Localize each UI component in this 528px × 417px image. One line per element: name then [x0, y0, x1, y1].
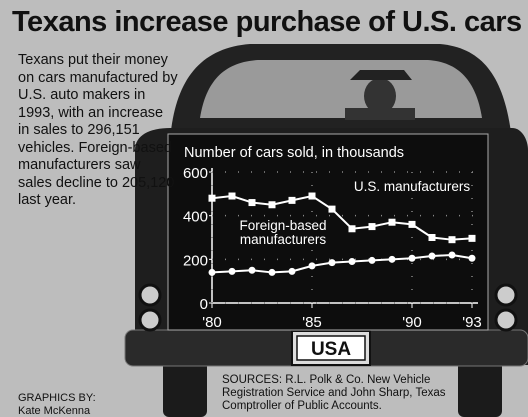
data-point [309, 262, 316, 269]
credit-label: GRAPHICS BY: [18, 392, 96, 405]
tail-light [496, 285, 516, 305]
infographic: USA Number of cars sold, in thousands 0 2… [0, 0, 528, 417]
data-point [369, 223, 376, 230]
credit: GRAPHICS BY: Kate McKenna [18, 392, 96, 417]
driver [345, 108, 415, 120]
data-point [229, 268, 236, 275]
data-point [249, 199, 256, 206]
data-point [389, 256, 396, 263]
y-tick-label: 0 [200, 296, 208, 313]
x-tick-label: '93 [462, 314, 482, 331]
x-tick-label: '90 [402, 314, 422, 331]
rear-window [200, 60, 482, 118]
data-point [229, 193, 236, 200]
data-point [429, 234, 436, 241]
sources: SOURCES: R.L. Polk & Co. New Vehicle Reg… [222, 374, 472, 413]
data-point [409, 255, 416, 262]
data-point [349, 258, 356, 265]
driver-hat [350, 70, 412, 80]
headline: Texans increase purchase of U.S. cars [12, 6, 522, 39]
data-point [249, 267, 256, 274]
plate-text: USA [311, 339, 351, 360]
data-point [349, 225, 356, 232]
data-point [389, 219, 396, 226]
tail-light [140, 310, 160, 330]
data-point [369, 257, 376, 264]
series-label: U.S. manufacturers [352, 180, 472, 194]
tail-light [496, 310, 516, 330]
data-point [269, 269, 276, 276]
tail-light [140, 285, 160, 305]
chart-title: Number of cars sold, in thousands [184, 145, 404, 161]
credit-name: Kate McKenna [18, 405, 96, 417]
x-tick-label: '85 [302, 314, 322, 331]
data-point [329, 206, 336, 213]
data-point [469, 255, 476, 262]
data-point [309, 193, 316, 200]
data-point [449, 236, 456, 243]
description: Texans put their money on cars manufactu… [18, 52, 178, 210]
data-point [209, 195, 216, 202]
data-point [449, 251, 456, 258]
data-point [409, 221, 416, 228]
data-point [289, 197, 296, 204]
data-point [209, 269, 216, 276]
y-tick-label: 400 [183, 209, 208, 226]
series-label: Foreign-based manufacturers [228, 219, 338, 247]
y-tick-label: 600 [183, 165, 208, 182]
data-point [469, 235, 476, 242]
data-point [289, 268, 296, 275]
y-tick-label: 200 [183, 252, 208, 269]
x-tick-label: '80 [202, 314, 222, 331]
data-point [329, 259, 336, 266]
data-point [269, 201, 276, 208]
data-point [429, 253, 436, 260]
